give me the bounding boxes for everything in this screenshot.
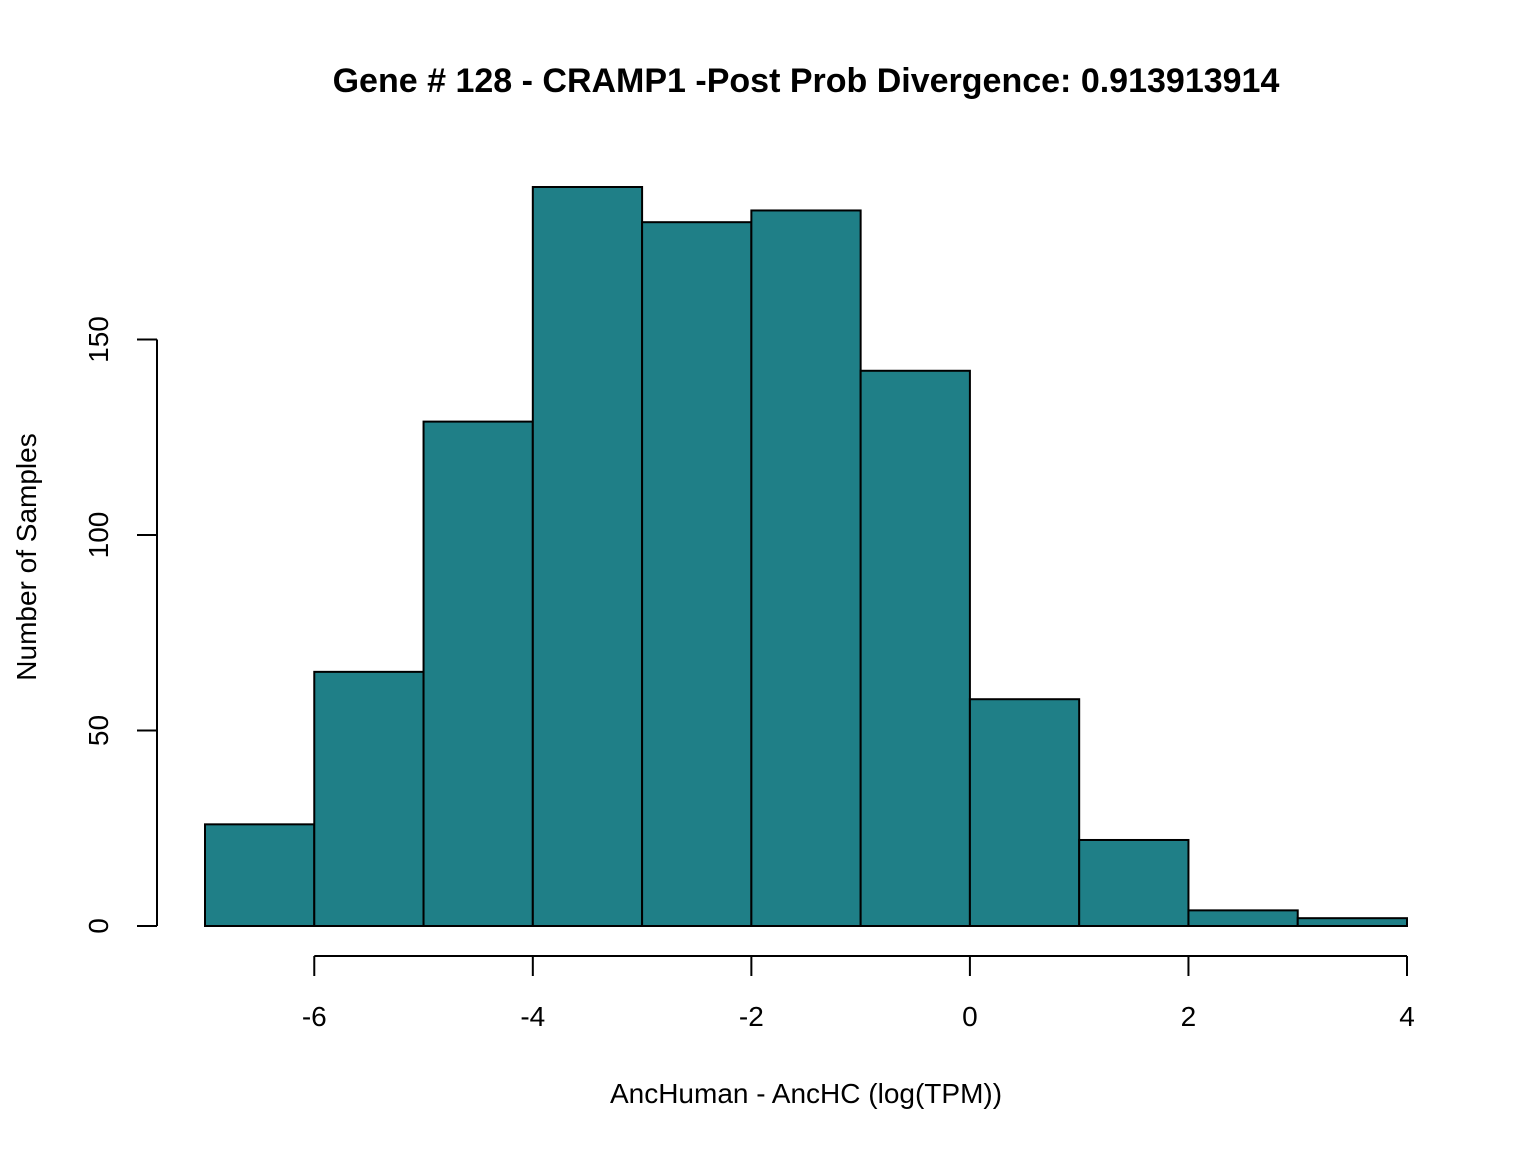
bars-group xyxy=(204,186,1409,928)
y-axis: 0 50 100 150 xyxy=(83,316,158,934)
y-tick-label: 150 xyxy=(83,316,114,363)
x-axis: -6 -4 -2 0 2 4 xyxy=(302,955,1415,1032)
histogram-bar xyxy=(313,670,425,927)
histogram-bar xyxy=(859,369,971,928)
histogram-bar xyxy=(1296,917,1409,927)
x-axis-label: AncHuman - AncHC (log(TPM)) xyxy=(610,1078,1002,1109)
x-tick-label: -6 xyxy=(302,1001,327,1032)
y-tick-label: 0 xyxy=(83,918,114,934)
y-axis-label: Number of Samples xyxy=(11,433,42,680)
x-tick-label: -4 xyxy=(520,1001,545,1032)
histogram-bar xyxy=(968,698,1081,927)
chart-title: Gene # 128 - CRAMP1 -Post Prob Divergenc… xyxy=(333,62,1280,100)
histogram-bar xyxy=(1078,838,1190,927)
x-tick-label: -2 xyxy=(739,1001,764,1032)
y-tick-label: 50 xyxy=(83,715,114,746)
x-tick-label: 4 xyxy=(1399,1001,1415,1032)
histogram-bar xyxy=(641,221,753,927)
x-tick-label: 2 xyxy=(1181,1001,1197,1032)
histogram-bar xyxy=(422,420,534,927)
histogram-bar xyxy=(750,209,862,927)
y-tick-label: 100 xyxy=(83,512,114,559)
histogram-bar xyxy=(204,823,316,927)
x-tick-label: 0 xyxy=(962,1001,978,1032)
histogram-bar xyxy=(1187,909,1299,928)
histogram-bar xyxy=(531,186,644,927)
